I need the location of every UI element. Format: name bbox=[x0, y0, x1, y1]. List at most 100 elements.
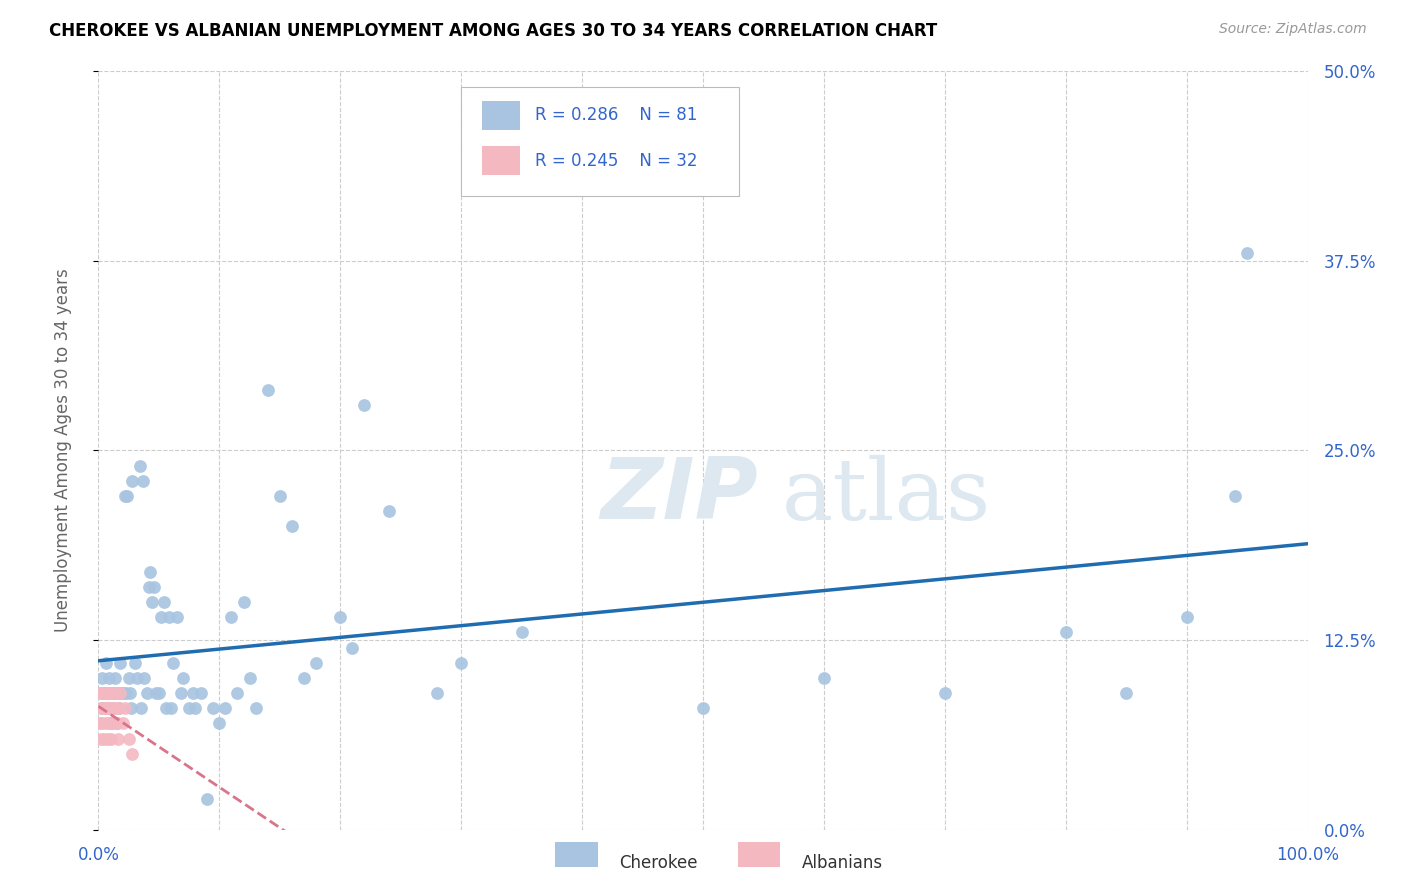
Point bbox=[101, 701, 124, 715]
Point bbox=[1115, 686, 1137, 700]
Point bbox=[94, 716, 117, 731]
Point bbox=[172, 671, 194, 685]
Text: ZIP: ZIP bbox=[600, 454, 758, 538]
Point bbox=[141, 595, 163, 609]
Point bbox=[118, 731, 141, 746]
Point bbox=[135, 686, 157, 700]
Point bbox=[91, 686, 114, 700]
Point bbox=[114, 489, 136, 503]
Bar bbox=[555, 842, 598, 867]
Bar bbox=[482, 101, 520, 129]
Point bbox=[166, 610, 188, 624]
Point bbox=[120, 701, 142, 715]
Point bbox=[169, 686, 191, 700]
Point bbox=[202, 701, 225, 715]
Point bbox=[342, 640, 364, 655]
Point bbox=[90, 686, 112, 700]
Text: atlas: atlas bbox=[782, 454, 991, 538]
Point bbox=[100, 686, 122, 700]
Point bbox=[1175, 610, 1198, 624]
Point bbox=[208, 716, 231, 731]
Point bbox=[107, 686, 129, 700]
Point bbox=[934, 686, 956, 700]
Point bbox=[90, 701, 112, 715]
Point bbox=[124, 656, 146, 670]
Point bbox=[143, 580, 166, 594]
Point bbox=[108, 656, 131, 670]
Point bbox=[139, 565, 162, 579]
Point bbox=[226, 686, 249, 700]
Point bbox=[89, 716, 111, 731]
Point bbox=[121, 747, 143, 761]
Point bbox=[91, 701, 114, 715]
Point bbox=[91, 701, 114, 715]
Point bbox=[96, 686, 118, 700]
Point bbox=[1223, 489, 1246, 503]
Point bbox=[108, 686, 131, 700]
Point bbox=[129, 701, 152, 715]
Text: Albanians: Albanians bbox=[801, 855, 883, 872]
Point bbox=[127, 671, 149, 685]
Point bbox=[269, 489, 291, 503]
Point bbox=[152, 595, 174, 609]
Point bbox=[118, 686, 141, 700]
Point bbox=[305, 656, 328, 670]
Text: Source: ZipAtlas.com: Source: ZipAtlas.com bbox=[1219, 22, 1367, 37]
Point bbox=[181, 686, 204, 700]
Text: Cherokee: Cherokee bbox=[619, 855, 697, 872]
Point bbox=[114, 701, 136, 715]
Point bbox=[157, 610, 180, 624]
Point bbox=[89, 686, 111, 700]
Point bbox=[96, 686, 118, 700]
Point bbox=[93, 731, 115, 746]
Point bbox=[93, 686, 115, 700]
Point bbox=[115, 686, 138, 700]
Point bbox=[97, 686, 120, 700]
Point bbox=[232, 595, 254, 609]
Text: R = 0.286    N = 81: R = 0.286 N = 81 bbox=[534, 106, 697, 124]
Point bbox=[100, 716, 122, 731]
Point bbox=[256, 383, 278, 397]
Point bbox=[98, 671, 121, 685]
Point bbox=[93, 686, 115, 700]
Point bbox=[128, 458, 150, 473]
Point bbox=[426, 686, 449, 700]
Point bbox=[195, 792, 218, 806]
Point bbox=[1054, 625, 1077, 640]
Point bbox=[104, 671, 127, 685]
Point bbox=[111, 716, 134, 731]
Point bbox=[813, 671, 835, 685]
Point bbox=[377, 504, 399, 518]
Point bbox=[145, 686, 167, 700]
Point bbox=[179, 701, 201, 715]
Point bbox=[94, 701, 117, 715]
Point bbox=[111, 686, 134, 700]
Point bbox=[245, 701, 267, 715]
Point bbox=[329, 610, 352, 624]
Point bbox=[101, 716, 124, 731]
Point bbox=[105, 716, 128, 731]
Point bbox=[118, 671, 141, 685]
Point bbox=[353, 398, 375, 412]
Point bbox=[162, 656, 184, 670]
Point bbox=[121, 474, 143, 488]
Point bbox=[91, 716, 114, 731]
Point bbox=[692, 701, 714, 715]
Point bbox=[104, 701, 127, 715]
Point bbox=[148, 686, 170, 700]
Bar bbox=[738, 842, 780, 867]
Point bbox=[97, 731, 120, 746]
Point bbox=[450, 656, 472, 670]
Point bbox=[108, 701, 131, 715]
Text: R = 0.245    N = 32: R = 0.245 N = 32 bbox=[534, 152, 697, 169]
Y-axis label: Unemployment Among Ages 30 to 34 years: Unemployment Among Ages 30 to 34 years bbox=[53, 268, 72, 632]
Point bbox=[214, 701, 236, 715]
Point bbox=[91, 671, 114, 685]
Point bbox=[96, 701, 118, 715]
Point bbox=[94, 656, 117, 670]
Point bbox=[221, 610, 243, 624]
Point bbox=[107, 731, 129, 746]
Text: CHEROKEE VS ALBANIAN UNEMPLOYMENT AMONG AGES 30 TO 34 YEARS CORRELATION CHART: CHEROKEE VS ALBANIAN UNEMPLOYMENT AMONG … bbox=[49, 22, 938, 40]
Point bbox=[1236, 246, 1258, 260]
Point bbox=[281, 519, 304, 533]
